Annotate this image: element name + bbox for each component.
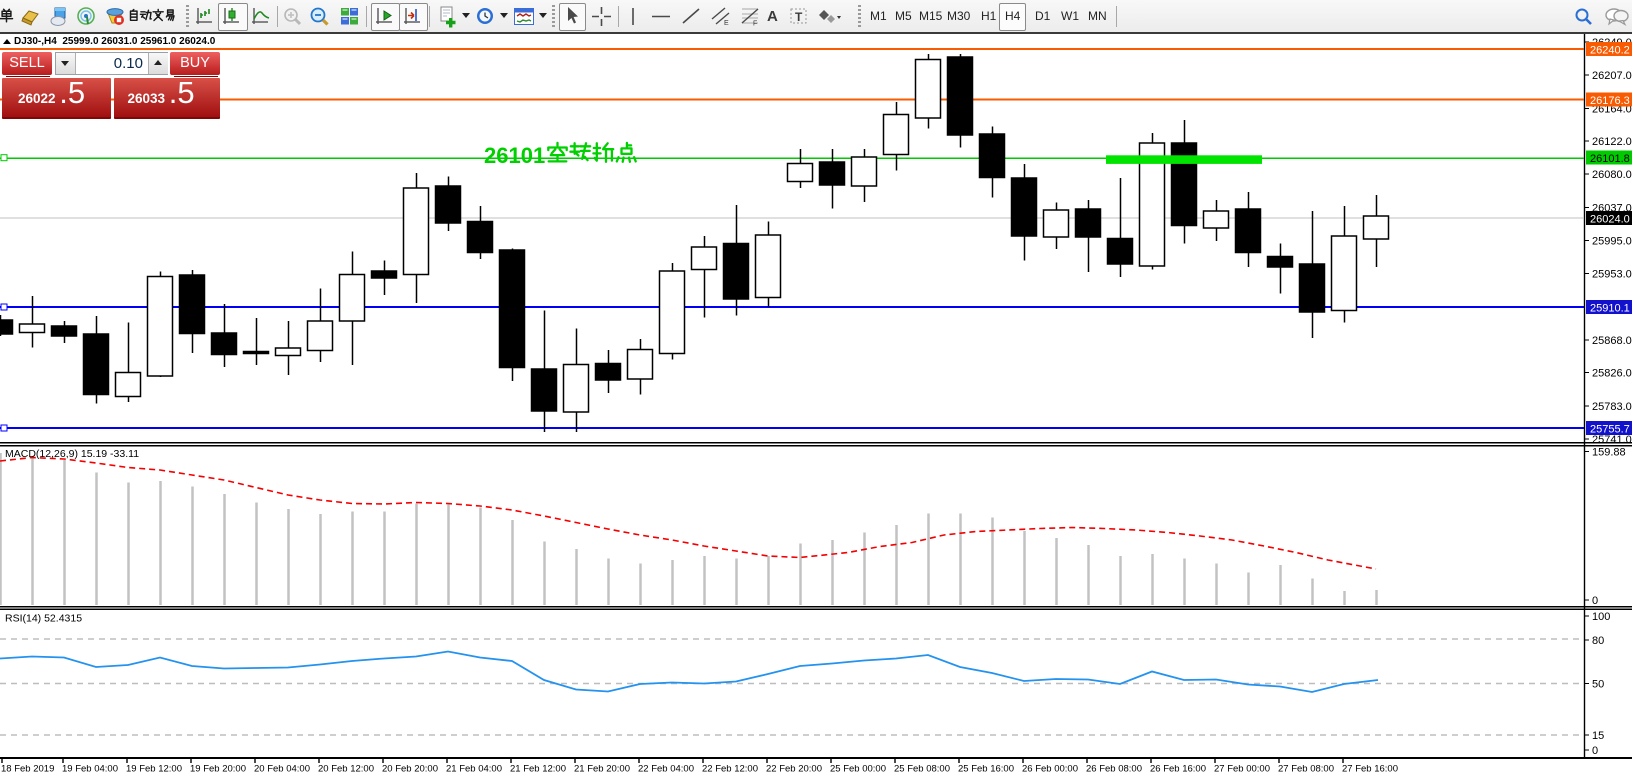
svg-text:0: 0 xyxy=(1592,745,1598,757)
svg-text:26080.0: 26080.0 xyxy=(1592,169,1632,181)
svg-text:22 Feb 20:00: 22 Feb 20:00 xyxy=(766,764,822,775)
svg-text:26176.3: 26176.3 xyxy=(1590,95,1630,107)
svg-text:25826.0: 25826.0 xyxy=(1592,368,1632,380)
svg-text:E: E xyxy=(724,20,729,26)
svg-text:27 Feb 00:00: 27 Feb 00:00 xyxy=(1214,764,1270,775)
svg-text:25783.0: 25783.0 xyxy=(1592,401,1632,413)
svg-text:25953.0: 25953.0 xyxy=(1592,269,1632,281)
svg-text:F: F xyxy=(753,21,757,27)
svg-text:26207.0: 26207.0 xyxy=(1592,70,1632,82)
svg-text:MACD(12,26,9) 15.19 -33.11: MACD(12,26,9) 15.19 -33.11 xyxy=(5,448,139,460)
svg-text:25995.0: 25995.0 xyxy=(1592,236,1632,248)
svg-text:80: 80 xyxy=(1592,635,1604,647)
svg-text:20 Feb 04:00: 20 Feb 04:00 xyxy=(254,764,310,775)
svg-text:15: 15 xyxy=(1592,730,1604,742)
svg-text:26101: 26101 xyxy=(484,143,545,168)
svg-text:21 Feb 04:00: 21 Feb 04:00 xyxy=(446,764,502,775)
svg-text:26 Feb 16:00: 26 Feb 16:00 xyxy=(1150,764,1206,775)
svg-text:27 Feb 16:00: 27 Feb 16:00 xyxy=(1342,764,1398,775)
svg-text:25 Feb 08:00: 25 Feb 08:00 xyxy=(894,764,950,775)
svg-text:RSI(14) 52.4315: RSI(14) 52.4315 xyxy=(5,613,82,625)
svg-text:26122.0: 26122.0 xyxy=(1592,136,1632,148)
svg-text:26 Feb 00:00: 26 Feb 00:00 xyxy=(1022,764,1078,775)
svg-text:159.88: 159.88 xyxy=(1592,447,1626,459)
svg-text:50: 50 xyxy=(1592,679,1604,691)
svg-text:19 Feb 20:00: 19 Feb 20:00 xyxy=(190,764,246,775)
svg-text:100: 100 xyxy=(1592,611,1610,623)
svg-text:T: T xyxy=(795,10,803,24)
svg-text:19 Feb 04:00: 19 Feb 04:00 xyxy=(62,764,118,775)
svg-text:27 Feb 08:00: 27 Feb 08:00 xyxy=(1278,764,1334,775)
svg-text:18 Feb 2019: 18 Feb 2019 xyxy=(1,764,54,775)
svg-text:20 Feb 20:00: 20 Feb 20:00 xyxy=(382,764,438,775)
svg-text:26024.0: 26024.0 xyxy=(1590,214,1630,226)
svg-text:25741.0: 25741.0 xyxy=(1592,434,1632,446)
svg-text:20 Feb 12:00: 20 Feb 12:00 xyxy=(318,764,374,775)
svg-text:25 Feb 16:00: 25 Feb 16:00 xyxy=(958,764,1014,775)
svg-text:22 Feb 12:00: 22 Feb 12:00 xyxy=(702,764,758,775)
svg-text:25755.7: 25755.7 xyxy=(1590,424,1630,436)
svg-text:22 Feb 04:00: 22 Feb 04:00 xyxy=(638,764,694,775)
svg-text:19 Feb 12:00: 19 Feb 12:00 xyxy=(126,764,182,775)
svg-text:25 Feb 00:00: 25 Feb 00:00 xyxy=(830,764,886,775)
svg-text:25868.0: 25868.0 xyxy=(1592,335,1632,347)
svg-text:0: 0 xyxy=(1592,595,1598,607)
svg-text:26101.8: 26101.8 xyxy=(1590,153,1630,165)
svg-text:26 Feb 08:00: 26 Feb 08:00 xyxy=(1086,764,1142,775)
svg-text:21 Feb 12:00: 21 Feb 12:00 xyxy=(510,764,566,775)
svg-text:26240.2: 26240.2 xyxy=(1590,45,1630,57)
svg-text:25910.1: 25910.1 xyxy=(1590,303,1630,315)
svg-text:21 Feb 20:00: 21 Feb 20:00 xyxy=(574,764,630,775)
